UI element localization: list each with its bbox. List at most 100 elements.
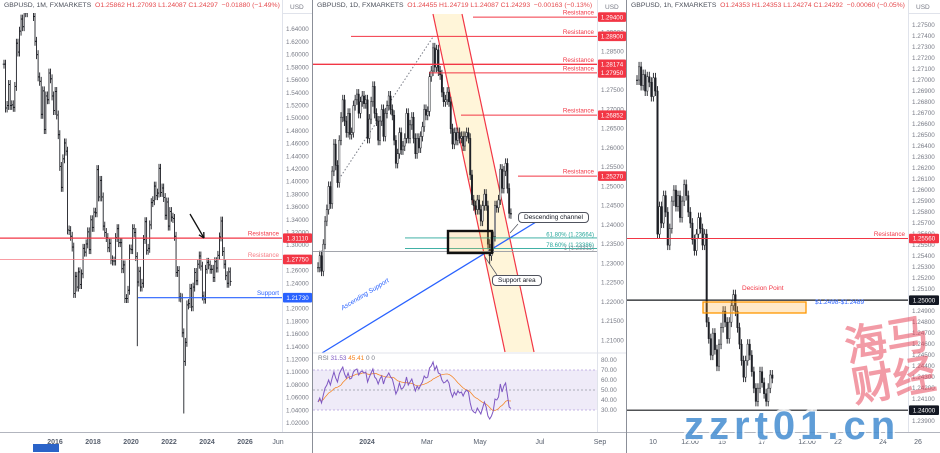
monthly-change: −0.01880 (−1.49%) xyxy=(221,2,280,9)
svg-text:30.00: 30.00 xyxy=(601,407,617,414)
svg-text:1.32000: 1.32000 xyxy=(286,229,309,236)
svg-text:1.25500: 1.25500 xyxy=(912,242,935,249)
svg-text:1.28500: 1.28500 xyxy=(601,49,624,56)
svg-text:1.28174: 1.28174 xyxy=(601,61,624,68)
svg-text:1.25000: 1.25000 xyxy=(913,297,936,304)
svg-text:1.34000: 1.34000 xyxy=(286,217,309,224)
decision-range-label[interactable]: $1.2498-$1.2489 xyxy=(815,299,865,306)
svg-text:1.25700: 1.25700 xyxy=(912,220,935,227)
svg-text:1.21000: 1.21000 xyxy=(601,337,624,344)
svg-text:1.25200: 1.25200 xyxy=(912,275,935,282)
site-watermark: zzrt01.cn xyxy=(684,404,901,448)
svg-text:1.27500: 1.27500 xyxy=(601,87,624,94)
svg-text:1.50000: 1.50000 xyxy=(286,115,309,122)
daily-price-badge xyxy=(598,68,626,78)
hourly-time-axis[interactable]: 10 12:00 15 17 12:00 22 24 26 xyxy=(649,439,922,446)
daily-price-badge xyxy=(598,110,626,120)
svg-text:80.00: 80.00 xyxy=(601,357,617,364)
svg-text:1.25300: 1.25300 xyxy=(912,264,935,271)
svg-text:1.27750: 1.27750 xyxy=(286,257,309,264)
daily-chart-svg[interactable]: USD1.290001.285001.280001.275001.270001.… xyxy=(313,0,627,453)
decision-point-label[interactable]: Decision Point xyxy=(742,285,784,292)
daily-change: −0.00163 (−0.13%) xyxy=(533,2,593,9)
rsi-indicator-header[interactable]: RSI 31.53 45.41 0 0 xyxy=(318,355,375,362)
svg-text:2016: 2016 xyxy=(47,439,63,446)
svg-text:1.26700: 1.26700 xyxy=(912,110,935,117)
svg-text:Jul: Jul xyxy=(536,439,545,446)
svg-text:Jun: Jun xyxy=(272,439,283,446)
hourly-ohlc: O1.24353 H1.24353 L1.24274 C1.24292 xyxy=(720,2,843,9)
svg-text:1.24500: 1.24500 xyxy=(912,352,935,359)
daily-highlight-box[interactable] xyxy=(446,229,494,255)
svg-text:1.24100: 1.24100 xyxy=(912,396,935,403)
svg-text:1.25800: 1.25800 xyxy=(912,209,935,216)
svg-text:1.27950: 1.27950 xyxy=(601,70,624,77)
monthly-chart-svg[interactable]: USD 1.64000 1.62000 1.60000 1.58000 1.56000 1.… xyxy=(0,0,313,453)
svg-text:1.27000: 1.27000 xyxy=(912,77,935,84)
daily-price-badge xyxy=(598,12,626,22)
daily-header[interactable]: GBPUSD, 1D, FXMARKETS O1.24455 H1.24719 … xyxy=(317,2,592,9)
daily-ohlc: O1.24455 H1.24719 L1.24087 C1.24293 xyxy=(407,2,531,9)
svg-text:22: 22 xyxy=(834,439,842,446)
svg-text:1.24700: 1.24700 xyxy=(912,330,935,337)
svg-text:1.27000: 1.27000 xyxy=(601,106,624,113)
hourly-candles xyxy=(636,61,774,407)
svg-text:1.24900: 1.24900 xyxy=(912,308,935,315)
svg-text:1.60000: 1.60000 xyxy=(286,52,309,59)
svg-text:1.25100: 1.25100 xyxy=(912,286,935,293)
svg-text:1.21730: 1.21730 xyxy=(286,295,309,302)
support-area-label[interactable]: Support area xyxy=(492,275,542,286)
svg-text:1.54000: 1.54000 xyxy=(286,90,309,97)
svg-text:1.10000: 1.10000 xyxy=(286,369,309,376)
svg-text:1.25560: 1.25560 xyxy=(913,236,936,243)
svg-text:Resistance: Resistance xyxy=(563,29,595,36)
svg-text:2024: 2024 xyxy=(359,439,375,446)
daily-price-badge xyxy=(598,59,626,70)
svg-text:1.44000: 1.44000 xyxy=(286,153,309,160)
hourly-header[interactable]: GBPUSD, 1h, FXMARKETS O1.24353 H1.24353 … xyxy=(631,2,905,9)
svg-text:2024: 2024 xyxy=(199,439,215,446)
daily-candles xyxy=(317,42,512,277)
svg-text:1.27200: 1.27200 xyxy=(912,55,935,62)
panel-monthly[interactable]: GBPUSD, 1M, FXMARKETS O1.25862 H1.27093 … xyxy=(0,0,313,453)
svg-text:1 (1.23311): 1 (1.23311) xyxy=(564,246,594,252)
svg-text:1.26400: 1.26400 xyxy=(912,143,935,150)
panel-daily[interactable]: GBPUSD, 1D, FXMARKETS O1.24455 H1.24719 … xyxy=(313,0,627,453)
monthly-price-axis[interactable]: USD 1.64000 1.62000 1.60000 1.58000 1.56000 1.… xyxy=(286,4,309,427)
hourly-price-badge xyxy=(909,405,939,415)
svg-text:1.24400: 1.24400 xyxy=(912,363,935,370)
daily-symbol-title: GBPUSD, 1D, FXMARKETS xyxy=(317,2,404,9)
hourly-chart-svg[interactable]: USD 1.27500 1.27400 1.27300 1.27200 1.27100 1.… xyxy=(627,0,940,453)
svg-text:1.25500: 1.25500 xyxy=(601,164,624,171)
daily-time-axis[interactable]: 2024 Mar May Jul Sep xyxy=(359,439,606,446)
svg-text:Resistance: Resistance xyxy=(563,108,595,115)
descending-channel-label[interactable]: Descending channel xyxy=(518,212,589,223)
svg-text:1.20000: 1.20000 xyxy=(286,306,309,313)
hourly-highlight-box[interactable] xyxy=(702,301,807,314)
monthly-header[interactable]: GBPUSD, 1M, FXMARKETS O1.25862 H1.27093 … xyxy=(4,2,280,9)
svg-text:10: 10 xyxy=(649,439,657,446)
svg-text:1.25000: 1.25000 xyxy=(601,183,624,190)
svg-text:1.04000: 1.04000 xyxy=(286,407,309,414)
svg-text:1.26300: 1.26300 xyxy=(912,154,935,161)
rsi-zero1: 0 xyxy=(366,355,370,362)
svg-text:1.62000: 1.62000 xyxy=(286,39,309,46)
rsi-zero2: 0 xyxy=(371,355,375,362)
svg-text:1.14000: 1.14000 xyxy=(286,344,309,351)
svg-text:2022: 2022 xyxy=(161,439,177,446)
svg-text:1.38000: 1.38000 xyxy=(286,191,309,198)
monthly-price-badge xyxy=(283,292,312,303)
svg-text:2020: 2020 xyxy=(123,439,139,446)
monthly-time-axis[interactable]: 2016 2018 2020 2022 2024 2026 Jun xyxy=(47,439,284,446)
svg-text:1.27500: 1.27500 xyxy=(912,22,935,29)
svg-text:70.00: 70.00 xyxy=(601,367,617,374)
svg-text:1.18000: 1.18000 xyxy=(286,318,309,325)
svg-text:50.00: 50.00 xyxy=(601,387,617,394)
svg-text:12:00: 12:00 xyxy=(798,439,816,446)
svg-text:1.22500: 1.22500 xyxy=(601,280,624,287)
svg-text:15: 15 xyxy=(718,439,726,446)
svg-text:Resistance: Resistance xyxy=(248,252,280,259)
svg-text:1.23900: 1.23900 xyxy=(912,418,935,425)
panel-hourly[interactable]: GBPUSD, 1h, FXMARKETS O1.24353 H1.24353 … xyxy=(627,0,940,453)
svg-text:1.26600: 1.26600 xyxy=(912,121,935,128)
